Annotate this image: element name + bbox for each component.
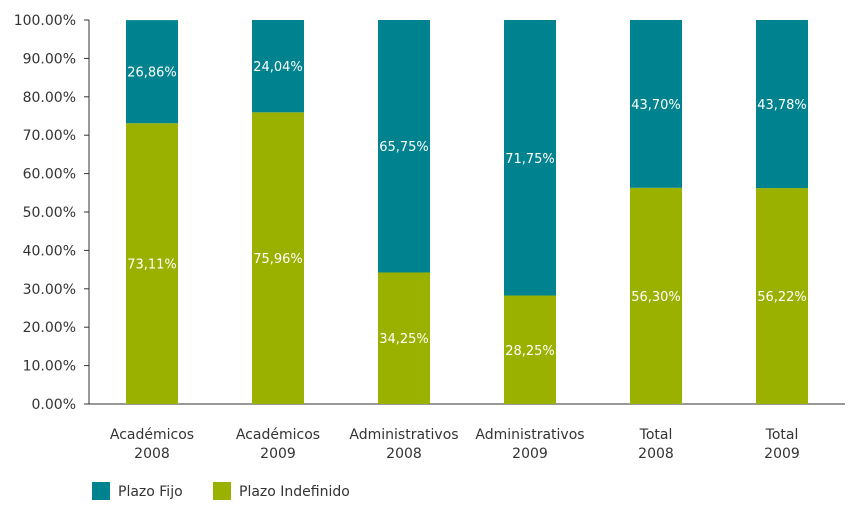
data-label: 56,30% xyxy=(631,290,681,305)
y-tick-label: 60.00% xyxy=(23,167,76,183)
legend: Plazo Fijo Plazo Indefinido xyxy=(92,482,350,500)
bar-plazo-fijo xyxy=(252,20,304,113)
bar-plazo-indefinido xyxy=(378,272,430,404)
data-label: 43,70% xyxy=(631,98,681,113)
y-tick-label: 90.00% xyxy=(23,51,76,67)
data-label: 75,96% xyxy=(253,252,303,267)
x-tick-label: Administrativos 2008 xyxy=(349,427,458,462)
data-label: 43,78% xyxy=(757,98,807,113)
bars: 73,11% 26,86% 75,96% 24,04% 34,25% 65,75% 28,2… xyxy=(126,20,808,404)
y-tick-label: 40.00% xyxy=(23,243,76,259)
x-tick-label: Académicos 2008 xyxy=(110,427,194,462)
data-label: 56,22% xyxy=(757,290,807,305)
x-tick-label-line: Total xyxy=(765,427,799,443)
x-tick-label-line: 2008 xyxy=(134,446,170,462)
x-tick-label-line: Académicos xyxy=(110,427,194,443)
bar-plazo-indefinido xyxy=(126,123,178,404)
y-tick-label: 20.00% xyxy=(23,320,76,336)
y-tick-label: 80.00% xyxy=(23,90,76,106)
data-label: 26,86% xyxy=(127,66,177,81)
data-label: 28,25% xyxy=(505,344,555,359)
y-tick-label: 50.00% xyxy=(23,205,76,221)
data-label: 65,75% xyxy=(379,140,429,155)
data-label: 34,25% xyxy=(379,332,429,347)
bar-plazo-indefinido xyxy=(252,112,304,404)
x-tick-label-line: 2009 xyxy=(764,446,800,462)
y-tick-label: 30.00% xyxy=(23,282,76,298)
x-tick-label: Total 2008 xyxy=(638,427,674,462)
data-label: 73,11% xyxy=(127,258,177,273)
x-tick-label-line: Total xyxy=(639,427,673,443)
x-tick-label-line: Administrativos xyxy=(475,427,584,443)
x-tick-label: Total 2009 xyxy=(764,427,800,462)
bar-plazo-fijo xyxy=(126,20,178,124)
bar-plazo-indefinido xyxy=(504,295,556,404)
bar-plazo-fijo xyxy=(756,20,808,189)
legend-label: Plazo Fijo xyxy=(118,484,183,500)
bar-plazo-fijo xyxy=(378,20,430,273)
x-tick-label-line: Administrativos xyxy=(349,427,458,443)
data-label: 71,75% xyxy=(505,152,555,167)
y-axis: 0.00% 10.00% 20.00% 30.00% 40.00% 50.00% 60.00… xyxy=(14,13,90,413)
x-tick-label-line: 2008 xyxy=(638,446,674,462)
legend-swatch xyxy=(92,482,110,500)
x-tick-label: Académicos 2009 xyxy=(236,427,320,462)
x-tick-label-line: Académicos xyxy=(236,427,320,443)
x-tick-label: Administrativos 2009 xyxy=(475,427,584,462)
legend-label: Plazo Indefinido xyxy=(239,484,350,500)
y-tick-label: 10.00% xyxy=(23,359,76,375)
y-tick-label: 0.00% xyxy=(32,397,76,413)
bar-plazo-fijo xyxy=(504,20,556,296)
bar-plazo-indefinido xyxy=(756,188,808,404)
x-tick-label-line: 2009 xyxy=(512,446,548,462)
data-label: 24,04% xyxy=(253,60,303,75)
bar-plazo-indefinido xyxy=(630,187,682,404)
legend-swatch xyxy=(213,482,231,500)
bar-plazo-fijo xyxy=(630,20,682,188)
x-tick-label-line: 2009 xyxy=(260,446,296,462)
x-tick-label-line: 2008 xyxy=(386,446,422,462)
y-tick-label: 100.00% xyxy=(14,13,76,29)
y-tick-label: 70.00% xyxy=(23,128,76,144)
